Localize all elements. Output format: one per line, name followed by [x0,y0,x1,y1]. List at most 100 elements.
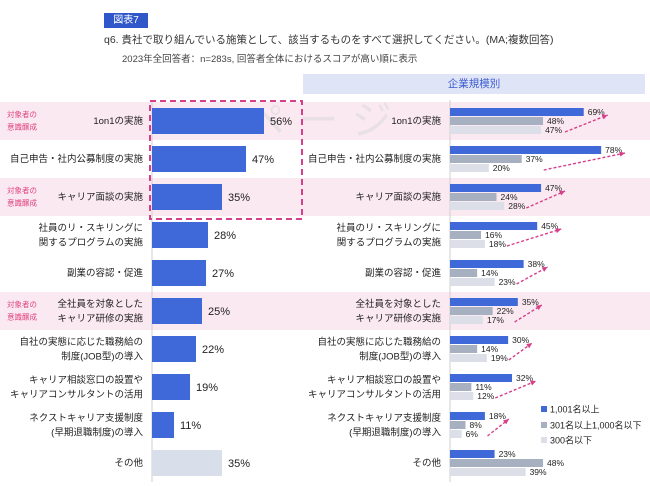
segment-value-label: 30% [512,335,529,345]
segment-bar [450,184,542,192]
segment-bar [450,193,497,201]
main-bar [152,412,174,438]
main-value-label: 11% [180,420,201,432]
segment-value-label: 6% [466,429,479,439]
segment-value-label: 20% [493,163,510,173]
main-category-label: 自己申告・社内公募制度の実施 [10,153,144,165]
awareness-tag: 対象者の意識醸成 [7,109,37,132]
main-bar [152,108,264,134]
segment-category-label: キャリア面談の実施 [355,191,441,203]
trend-arrow-head [555,228,562,234]
segment-bar [450,146,602,154]
segment-value-label: 32% [516,373,533,383]
segment-value-label: 38% [528,259,545,269]
main-bar [152,260,206,286]
segment-value-label: 24% [501,192,518,202]
main-bar [152,450,222,476]
main-category-label: キャリア相談窓口の設置やキャリアコンサルタントの活用 [10,373,143,400]
top3-highlight-box [149,100,303,220]
segment-bar [450,164,489,172]
segment-bar [450,260,524,268]
trend-arrow [516,266,548,285]
segment-bar [450,316,483,324]
segment-value-label: 37% [526,154,543,164]
segment-bar [450,298,518,306]
main-value-label: 35% [228,192,250,204]
segment-category-label: キャリア相談窓口の設置やキャリアコンサルタントの活用 [308,373,441,400]
segment-value-label: 23% [499,449,516,459]
segment-header: 企業規模別 [303,74,645,94]
segment-bar [450,450,495,458]
trend-arrow-head [619,151,626,157]
segment-value-label: 47% [545,125,562,135]
segment-value-label: 16% [485,230,502,240]
segment-bar [450,126,542,134]
segment-bar [450,222,538,230]
question-text: q6. 貴社で取り組んでいる施策として、該当するものをすべて選択してください。(… [104,34,554,46]
segment-bar [450,345,478,353]
watermark-text: ページ [244,99,405,143]
segment-category-label: 社員のリ・スキリングに関するプログラムの実施 [336,221,441,248]
segment-value-label: 23% [499,277,516,287]
main-value-label: 47% [252,154,274,166]
legend-swatch [541,422,547,428]
segment-bar [450,412,485,420]
segment-bar [450,354,487,362]
segment-category-label: 全社員を対象としたキャリア研修の実施 [355,297,441,324]
segment-bar [450,430,462,438]
segment-value-label: 39% [530,467,547,477]
segment-value-label: 18% [489,411,506,421]
segment-bar [450,421,466,429]
trend-arrow-head [601,114,608,120]
legend-label: 301名以上1,000名以下 [550,419,642,430]
main-category-label: ネクストキャリア支援制度(早期退職制度)の導入 [29,411,143,438]
segment-bar [450,278,495,286]
segment-value-label: 8% [470,420,483,430]
trend-arrow [494,380,537,399]
segment-value-label: 18% [489,239,506,249]
highlight-row-bg [0,178,650,216]
main-bar [152,298,202,324]
segment-category-label: その他 [412,457,441,469]
segment-value-label: 28% [508,201,525,211]
trend-arrow-head [541,267,548,272]
segment-bar [450,468,526,476]
legend-swatch [541,437,547,443]
segment-category-label: 自社の実態に応じた職務給の制度(JOB型)の導入 [317,335,441,362]
segment-bar [450,374,513,382]
segment-bar [450,108,584,116]
segment-category-label: 副業の容認・促進 [365,267,442,279]
main-category-label: 1on1の実施 [93,115,143,127]
legend-label: 1,001名以上 [550,403,600,414]
main-value-label: 19% [196,382,218,394]
segment-bar [450,117,544,125]
segment-value-label: 69% [588,107,605,117]
segment-value-label: 17% [487,315,504,325]
main-value-label: 22% [202,344,224,356]
segment-value-label: 11% [475,382,492,392]
main-category-label: 全社員を対象としたキャリア研修の実施 [57,297,143,324]
main-bar [152,184,222,210]
segment-category-label: ネクストキャリア支援制度(早期退職制度)の導入 [327,411,441,438]
trend-arrow-head [503,419,509,425]
segment-bar [450,231,482,239]
segment-bar [450,307,493,315]
awareness-tag: 対象者の意識醸成 [7,185,37,208]
main-bar [152,336,196,362]
segment-category-label: 自己申告・社内公募制度の実施 [308,153,442,165]
segment-value-label: 47% [545,183,562,193]
trend-arrow-head [530,380,537,386]
main-value-label: 56% [270,116,292,128]
trend-arrow-head [535,305,542,311]
segment-value-label: 48% [547,116,564,126]
segment-bar [450,202,505,210]
main-category-label: 社員のリ・スキリングに関するプログラムの実施 [38,221,143,248]
legend-label: 300名以下 [550,434,592,445]
highlight-row-bg [0,292,650,330]
segment-bar [450,336,509,344]
main-category-label: 自社の実態に応じた職務給の制度(JOB型)の導入 [19,335,143,362]
segment-value-label: 78% [605,145,622,155]
figure-label: 図表7 [104,13,148,28]
trend-arrow [543,152,626,171]
